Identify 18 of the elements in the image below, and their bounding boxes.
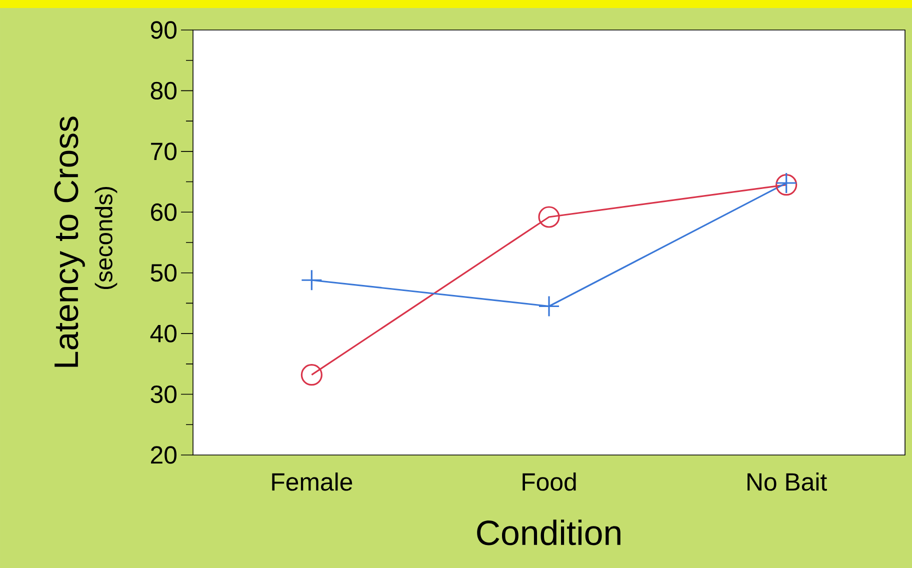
x-tick-label: No Bait — [748, 472, 827, 491]
y-tick-label: 90 — [150, 21, 177, 39]
point — [539, 296, 560, 316]
x-tick-label: Food — [522, 472, 576, 491]
x-axis-title: Condition — [477, 520, 620, 546]
y-tick-label: 20 — [151, 446, 177, 464]
y-tick-label: 50 — [150, 264, 177, 282]
point — [302, 270, 322, 290]
y-tick-label: 60 — [151, 203, 177, 221]
y-tick-label: 40 — [150, 324, 177, 342]
point — [538, 206, 560, 228]
point — [300, 364, 322, 386]
y-tick-label: 30 — [150, 385, 177, 404]
y-axis-title: Latency to Cross — [54, 116, 85, 367]
y-tick-label: 70 — [151, 142, 177, 160]
y-tick-label: 80 — [150, 82, 177, 100]
text: (seconds) — [94, 186, 118, 289]
x-tick-label: Female — [272, 472, 352, 491]
